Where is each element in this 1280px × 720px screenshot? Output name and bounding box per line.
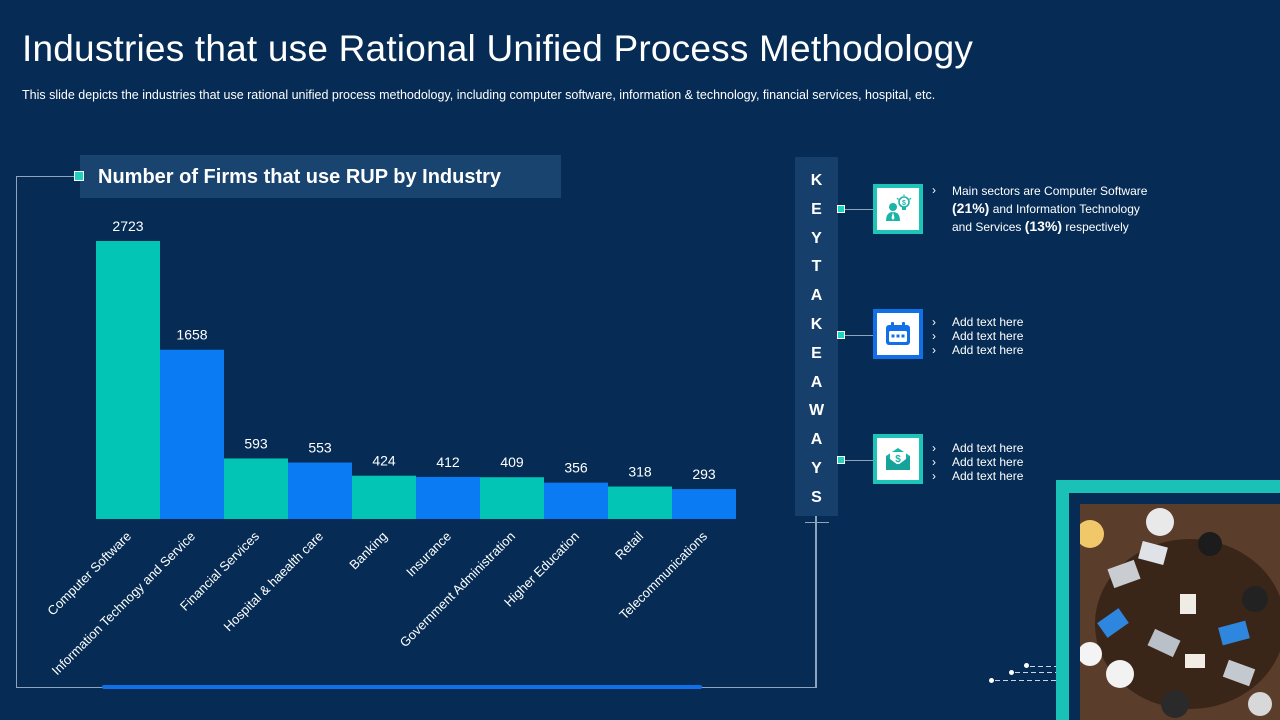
team-meeting-photo bbox=[1080, 504, 1280, 720]
takeaway-3-connector bbox=[841, 460, 873, 461]
key-letter: W bbox=[808, 402, 825, 420]
takeaway-3-line-2: Add text here bbox=[952, 455, 1024, 469]
x-tick-label: Insurance bbox=[403, 529, 454, 580]
money-envelope-icon: $ bbox=[886, 448, 910, 470]
bar bbox=[672, 489, 736, 519]
decor-dot-1 bbox=[1024, 663, 1029, 668]
bar-value-label: 593 bbox=[244, 435, 268, 451]
bar bbox=[160, 349, 224, 519]
takeaway-3-dot bbox=[837, 456, 845, 464]
key-connector-horizontal bbox=[805, 522, 829, 523]
bar bbox=[544, 482, 608, 519]
bar bbox=[608, 486, 672, 519]
takeaway-3-line-1: Add text here bbox=[952, 441, 1024, 455]
bar-value-label: 1658 bbox=[176, 327, 207, 343]
bar-value-label: 409 bbox=[500, 454, 524, 470]
team-meeting-illustration bbox=[1080, 504, 1280, 720]
page-title: Industries that use Rational Unified Pro… bbox=[22, 28, 974, 69]
takeaway-2-icon-box bbox=[873, 309, 923, 359]
bar bbox=[480, 477, 544, 519]
key-letter: Y bbox=[811, 229, 822, 247]
x-tick-label: Government Administration bbox=[397, 529, 518, 650]
bar-value-label: 293 bbox=[692, 466, 716, 482]
bar bbox=[352, 475, 416, 519]
decor-dash-3 bbox=[995, 680, 1056, 681]
decor-dash-2 bbox=[1015, 672, 1056, 673]
chart-title: Number of Firms that use RUP by Industry bbox=[98, 166, 502, 188]
takeaway-1-chevron: › bbox=[932, 183, 936, 197]
svg-text:$: $ bbox=[902, 200, 906, 207]
key-letter: A bbox=[810, 373, 823, 391]
chart-title-box: Number of Firms that use RUP by Industry bbox=[80, 155, 561, 198]
takeaway-2-connector bbox=[841, 335, 873, 336]
key-letter: K bbox=[810, 172, 823, 189]
key-letter: Y bbox=[811, 459, 822, 477]
businessman-idea-icon: $ bbox=[886, 194, 912, 221]
decor-dot-3 bbox=[989, 678, 994, 683]
bar bbox=[224, 458, 288, 519]
takeaway-1-connector bbox=[841, 209, 873, 210]
bar-value-label: 424 bbox=[372, 453, 396, 469]
bar bbox=[288, 462, 352, 519]
takeaway-1-icon-box: $ bbox=[873, 184, 923, 234]
key-letter: A bbox=[810, 431, 823, 449]
chart-frame-top-line bbox=[16, 176, 80, 177]
key-letter: T bbox=[811, 258, 822, 276]
x-tick-label: Retail bbox=[612, 528, 646, 562]
takeaway-2: › Add text here › Add text here › Add text … bbox=[932, 315, 1024, 357]
takeaway-1: › Main sectors are Computer Software (21%… bbox=[932, 183, 1162, 236]
bar-value-label: 2723 bbox=[112, 218, 143, 234]
bar-value-label: 553 bbox=[308, 440, 332, 456]
bar-value-label: 356 bbox=[564, 460, 588, 476]
page-subtitle: This slide depicts the industries that u… bbox=[22, 88, 936, 102]
chart-underline bbox=[102, 685, 702, 689]
takeaway-3-line-3: Add text here bbox=[952, 469, 1024, 483]
takeaway-2-dot bbox=[837, 331, 845, 339]
decor-dash-1 bbox=[1030, 666, 1056, 667]
key-letter: E bbox=[811, 200, 822, 218]
calendar-icon bbox=[886, 322, 910, 345]
takeaway-2-line-2: Add text here bbox=[952, 329, 1024, 343]
key-connector-vertical bbox=[816, 516, 817, 688]
key-letter: K bbox=[810, 315, 823, 333]
takeaway-3-icon-box: $ bbox=[873, 434, 923, 484]
bar bbox=[416, 476, 480, 519]
takeaway-3: › Add text here › Add text here › Add text … bbox=[932, 441, 1024, 483]
bar bbox=[96, 241, 160, 519]
svg-text:$: $ bbox=[895, 454, 901, 465]
decor-dot-2 bbox=[1009, 670, 1014, 675]
takeaway-1-dot bbox=[837, 205, 845, 213]
key-letter: A bbox=[810, 287, 823, 305]
chart-title-marker bbox=[74, 171, 84, 181]
takeaway-2-line-1: Add text here bbox=[952, 315, 1024, 329]
key-letter: E bbox=[811, 344, 822, 362]
bar-value-label: 412 bbox=[436, 454, 460, 470]
takeaway-2-line-3: Add text here bbox=[952, 343, 1024, 357]
x-tick-label: Banking bbox=[346, 529, 390, 573]
key-letter: S bbox=[811, 488, 822, 506]
bar-value-label: 318 bbox=[628, 464, 652, 480]
takeaway-1-text: Main sectors are Computer Software (21%) … bbox=[952, 184, 1148, 234]
